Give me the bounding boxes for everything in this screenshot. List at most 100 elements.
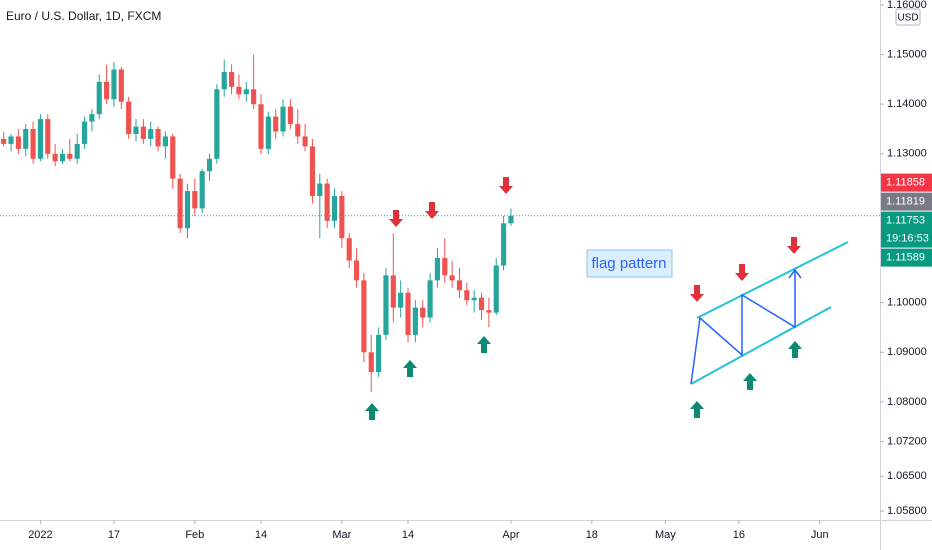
candle-body bbox=[155, 129, 161, 147]
candle-body bbox=[265, 116, 271, 149]
candle-body bbox=[96, 81, 102, 115]
candle-body bbox=[471, 297, 477, 301]
candle-body bbox=[346, 238, 352, 261]
candle-body bbox=[192, 191, 198, 209]
y-tick-label: 1.14000 bbox=[887, 98, 927, 110]
annotation: flag pattern bbox=[591, 255, 666, 272]
candle-body bbox=[339, 195, 345, 239]
x-tick-label: Mar bbox=[332, 529, 351, 541]
candle-body bbox=[456, 280, 463, 291]
price-label: 1.11753 bbox=[886, 215, 925, 227]
currency-box[interactable] bbox=[895, 8, 921, 26]
arrow-up bbox=[788, 341, 802, 358]
y-tick-label: 1.08000 bbox=[887, 396, 927, 408]
y-tick-label: 1.09000 bbox=[887, 346, 927, 358]
candle-body bbox=[74, 143, 80, 159]
zigzag-arrowhead bbox=[788, 268, 802, 279]
x-tick-label: 18 bbox=[586, 529, 598, 541]
candle-body bbox=[206, 158, 213, 172]
x-tick-label: 16 bbox=[733, 529, 745, 541]
candle-body bbox=[133, 126, 139, 134]
y-tick-label: 1.05800 bbox=[887, 505, 927, 517]
arrow-down bbox=[787, 237, 801, 254]
candle-body bbox=[508, 215, 514, 224]
price-label: 1.11589 bbox=[886, 252, 925, 264]
candle-body bbox=[442, 258, 448, 276]
candle-body bbox=[324, 183, 330, 221]
candle-body bbox=[37, 119, 44, 159]
y-tick-label: 1.13000 bbox=[887, 148, 927, 160]
arrow-up bbox=[477, 336, 491, 353]
arrow-up bbox=[690, 401, 704, 418]
candle-body bbox=[368, 352, 374, 373]
arrow-down bbox=[499, 177, 513, 194]
candle-body bbox=[309, 146, 316, 196]
candle-body bbox=[221, 71, 227, 90]
candle-body bbox=[449, 275, 455, 281]
candle-body bbox=[280, 106, 286, 132]
candle-body bbox=[1, 138, 7, 144]
drawings: flag pattern bbox=[586, 241, 849, 385]
candle-body bbox=[214, 89, 220, 159]
candle-body bbox=[229, 71, 235, 87]
chart-title: Euro / U.S. Dollar, 1D, FXCM bbox=[6, 9, 161, 23]
candle-body bbox=[59, 153, 66, 162]
arrow-down bbox=[735, 264, 749, 281]
x-tick-label: Feb bbox=[185, 529, 204, 541]
y-tick-label: 1.16000 bbox=[887, 0, 927, 11]
candle-body bbox=[353, 260, 360, 281]
x-tick-label: Jun bbox=[811, 529, 829, 541]
candle-body bbox=[104, 81, 110, 100]
candle-body bbox=[67, 153, 73, 159]
candle-body bbox=[118, 69, 124, 102]
candle-body bbox=[236, 86, 242, 95]
candle-body bbox=[390, 275, 396, 308]
candle-body bbox=[412, 307, 418, 335]
candle-body bbox=[258, 104, 264, 149]
arrow-down bbox=[690, 285, 704, 302]
candle-body bbox=[486, 310, 492, 313]
arrow-up bbox=[743, 373, 757, 390]
y-tick-label: 1.07200 bbox=[887, 436, 927, 448]
candle-body bbox=[170, 136, 176, 179]
candle-body bbox=[317, 183, 323, 196]
price-label: 1.11858 bbox=[886, 177, 925, 189]
candle-body bbox=[361, 280, 367, 353]
candle-body bbox=[478, 297, 485, 311]
candle-body bbox=[184, 191, 191, 229]
price-label-box bbox=[881, 173, 932, 192]
candle-body bbox=[295, 124, 301, 137]
candle-body bbox=[52, 153, 58, 162]
currency: USD bbox=[897, 13, 918, 24]
candle-body bbox=[111, 69, 117, 100]
arrow-up bbox=[365, 403, 379, 420]
candle-body bbox=[501, 223, 507, 266]
y-tick-label: 1.15000 bbox=[887, 48, 927, 60]
candle-body bbox=[140, 126, 146, 139]
candle-body bbox=[331, 195, 338, 221]
countdown: 19:16:53 bbox=[886, 233, 929, 245]
candle-body bbox=[177, 178, 183, 229]
price-label-box bbox=[881, 211, 932, 248]
price-label: 1.11819 bbox=[886, 196, 925, 208]
candle-body bbox=[23, 129, 29, 149]
candle-body bbox=[398, 292, 404, 308]
x-tick-label: Apr bbox=[502, 529, 519, 541]
channel-lower bbox=[690, 306, 832, 385]
candle-body bbox=[427, 280, 433, 318]
x-tick-label: May bbox=[655, 529, 676, 541]
x-tick-label: 17 bbox=[108, 529, 120, 541]
x-tick-label: 14 bbox=[255, 529, 267, 541]
price-label-box bbox=[881, 192, 932, 211]
x-tick-label: 2022 bbox=[28, 529, 52, 541]
candle-body bbox=[148, 129, 154, 139]
zigzag bbox=[690, 270, 796, 385]
y-tick-label: 1.06500 bbox=[887, 470, 927, 482]
channel-upper bbox=[696, 241, 849, 319]
annotation-box bbox=[586, 249, 673, 278]
y-tick-label: 1.10000 bbox=[887, 297, 927, 309]
candle-body bbox=[15, 136, 21, 149]
price-label-box bbox=[881, 248, 932, 267]
candle-body bbox=[405, 292, 411, 335]
